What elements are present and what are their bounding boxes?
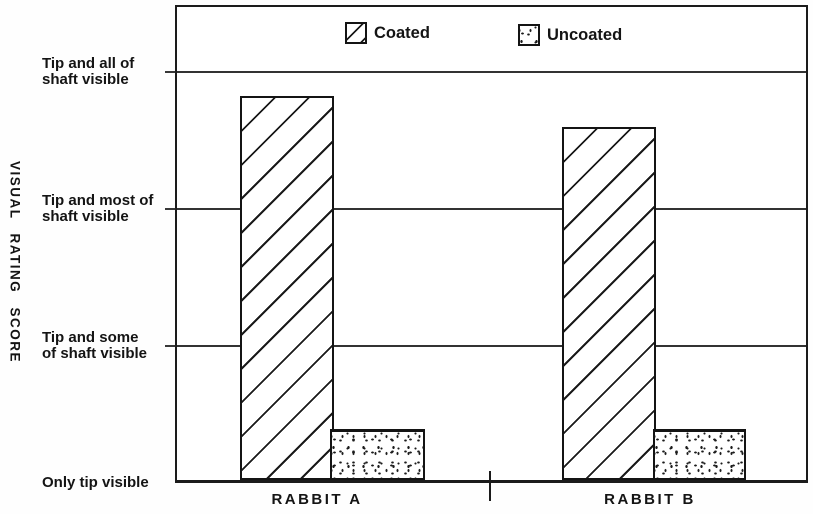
y-tick-label-score-3: Tip and all of shaft visible xyxy=(42,55,135,88)
gridline-score-2 xyxy=(177,208,806,210)
y-axis-tick xyxy=(165,345,176,347)
y-axis-title: VISUAL RATING SCORE xyxy=(7,160,23,364)
coated-hatch-swatch-icon xyxy=(345,22,367,44)
bar-coated-rabbit-a xyxy=(240,96,334,480)
gridline-score-1 xyxy=(177,345,806,347)
y-tick-label-score-1: Tip and some of shaft visible xyxy=(42,329,148,362)
legend-label-coated: Coated xyxy=(374,23,430,42)
category-label-rabbit-a: RABBIT A xyxy=(271,491,363,508)
y-axis-tick xyxy=(165,71,176,73)
y-axis-tick xyxy=(165,208,176,210)
x-axis-group-divider-tick xyxy=(489,471,491,501)
plot-area xyxy=(175,5,808,483)
legend-item-coated: Coated xyxy=(345,22,430,44)
category-label-rabbit-b: RABBIT B xyxy=(604,491,696,508)
uncoated-stipple-swatch-icon xyxy=(518,24,540,46)
legend-item-uncoated: Uncoated xyxy=(518,24,622,46)
y-tick-label-score-0: Only tip visible xyxy=(42,474,149,491)
gridline-score-3 xyxy=(177,71,806,73)
bar-uncoated-rabbit-b xyxy=(653,429,746,480)
bar-uncoated-rabbit-a xyxy=(330,429,425,480)
legend-label-uncoated: Uncoated xyxy=(547,25,623,44)
bar-coated-rabbit-b xyxy=(562,127,656,480)
y-tick-label-score-2: Tip and most of shaft visible xyxy=(42,192,154,225)
